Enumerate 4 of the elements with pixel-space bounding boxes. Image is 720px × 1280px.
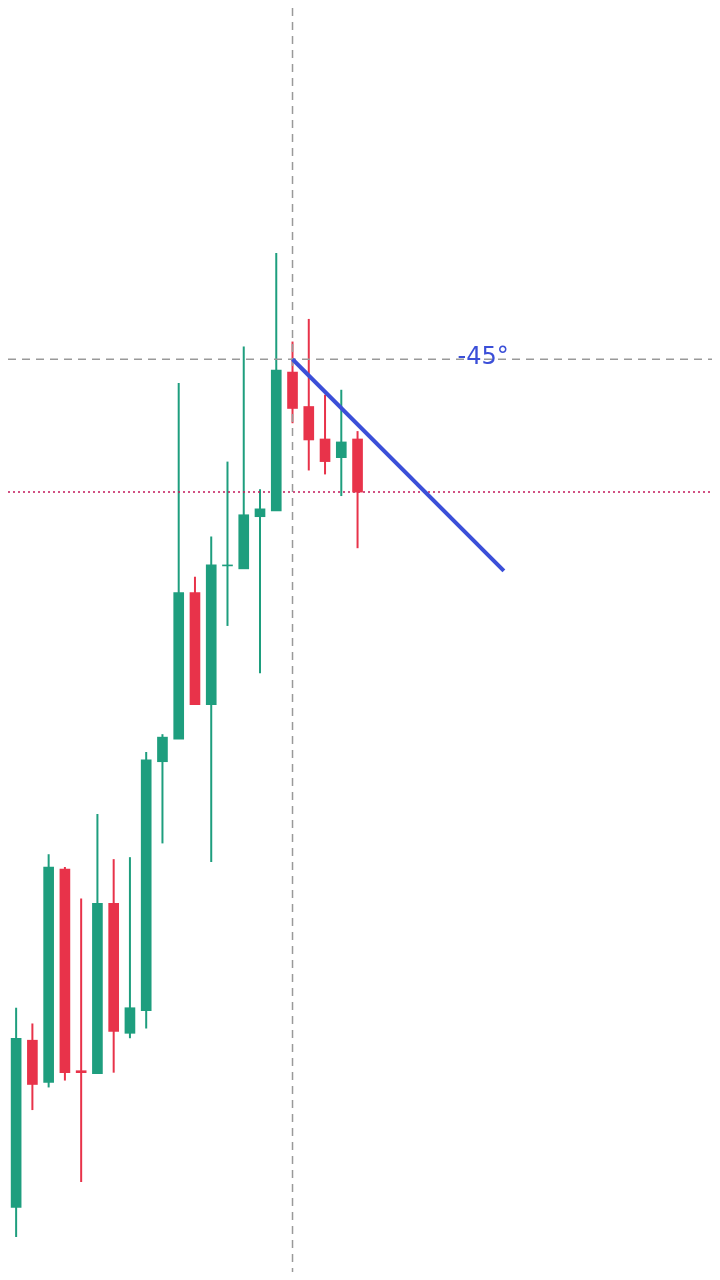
candlestick: [335, 388, 347, 498]
annotation: -45°: [457, 341, 509, 370]
candlestick: [75, 897, 87, 1183]
candlestick: [319, 393, 331, 476]
